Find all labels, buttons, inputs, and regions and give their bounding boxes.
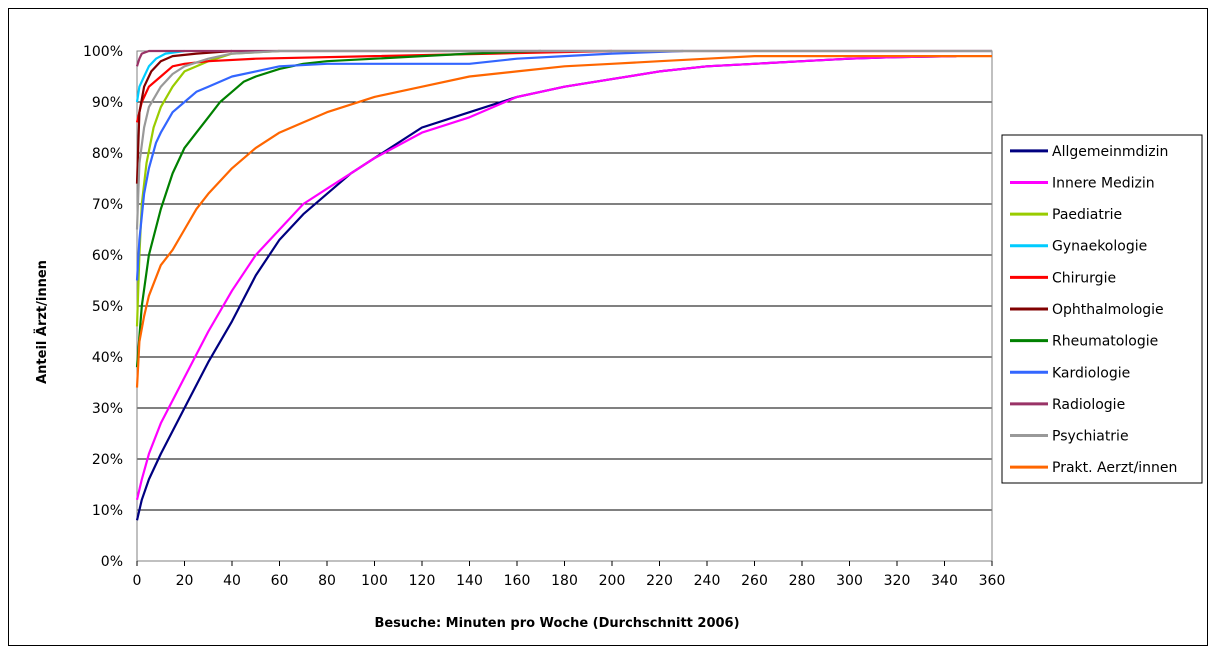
x-tick-label: 0 [133,573,142,589]
chart-svg: 0% 10% 20% 30% 40% 50% 60% 70% 80% 90% 100% 0 20 40 6… [34,44,1203,631]
legend-label: Psychiatrie [1052,429,1129,445]
x-tick-label: 340 [931,573,958,589]
x-tick-label: 120 [409,573,436,589]
y-tick-label: 100% [83,44,123,60]
x-tick-label: 60 [271,573,289,589]
x-tick-label: 220 [646,573,673,589]
x-tick-label: 140 [456,573,483,589]
x-tick-label: 40 [223,573,241,589]
legend-label: Rheumatologie [1052,334,1158,350]
x-tick-label: 360 [979,573,1006,589]
legend: Allgemeinmdizin Innere Medizin Paediatrie G… [1001,134,1203,484]
x-tick-label: 180 [551,573,578,589]
y-tick-label: 20% [92,452,123,468]
y-tick-label: 30% [92,401,123,417]
x-tick-label: 300 [836,573,863,589]
series-line-6 [135,49,233,184]
chart-frame: 0% 10% 20% 30% 40% 50% 60% 70% 80% 90% 100% 0 20 40 6… [8,8,1208,646]
legend-label: Prakt. Aerzt/innen [1052,460,1177,476]
x-tick-label: 320 [884,573,911,589]
legend-label: Ophthalmologie [1052,302,1164,318]
legend-label: Gynaekologie [1052,239,1147,255]
y-tick-label: 90% [92,95,123,111]
x-tick-label: 100 [361,573,388,589]
y-tick-labels: 0% 10% 20% 30% 40% 50% 60% 70% 80% 90% 100% [83,44,123,570]
series-line-8 [135,49,684,281]
legend-label: Allgemeinmdizin [1052,144,1168,160]
x-tick-label: 260 [741,573,768,589]
series-line-2 [135,55,957,501]
legend-label: Innere Medizin [1052,175,1155,191]
series-line-5 [135,49,613,123]
y-tick-label: 0% [101,554,123,570]
y-tick-label: 40% [92,350,123,366]
y-tick-label: 50% [92,299,123,315]
legend-label: Paediatrie [1052,207,1122,223]
x-tick-label: 200 [599,573,626,589]
legend-label: Chirurgie [1052,270,1116,286]
x-tick-labels: 0 20 40 60 80 100 120 140 160 180 200 220 240 260 280 3… [133,561,1006,589]
x-tick-label: 20 [176,573,194,589]
gridlines [137,50,992,562]
series-line-4 [135,49,185,103]
y-tick-label: 10% [92,503,123,519]
x-tick-label: 80 [318,573,336,589]
series-line-7 [135,49,541,368]
x-axis-title: Besuche: Minuten pro Woche (Durchschnitt… [374,616,739,631]
series-line-10 [135,49,992,230]
y-tick-label: 80% [92,146,123,162]
x-tick-label: 160 [504,573,531,589]
legend-label: Radiologie [1052,397,1125,413]
legend-label: Kardiologie [1052,365,1130,381]
y-tick-label: 60% [92,248,123,264]
series-lines [135,49,992,521]
series-line-1 [135,55,957,521]
x-tick-label: 240 [694,573,721,589]
x-tick-label: 280 [789,573,816,589]
y-tick-label: 70% [92,197,123,213]
y-axis-title: Anteil Ärzt/innen [34,260,50,384]
series-line-11 [135,55,992,388]
